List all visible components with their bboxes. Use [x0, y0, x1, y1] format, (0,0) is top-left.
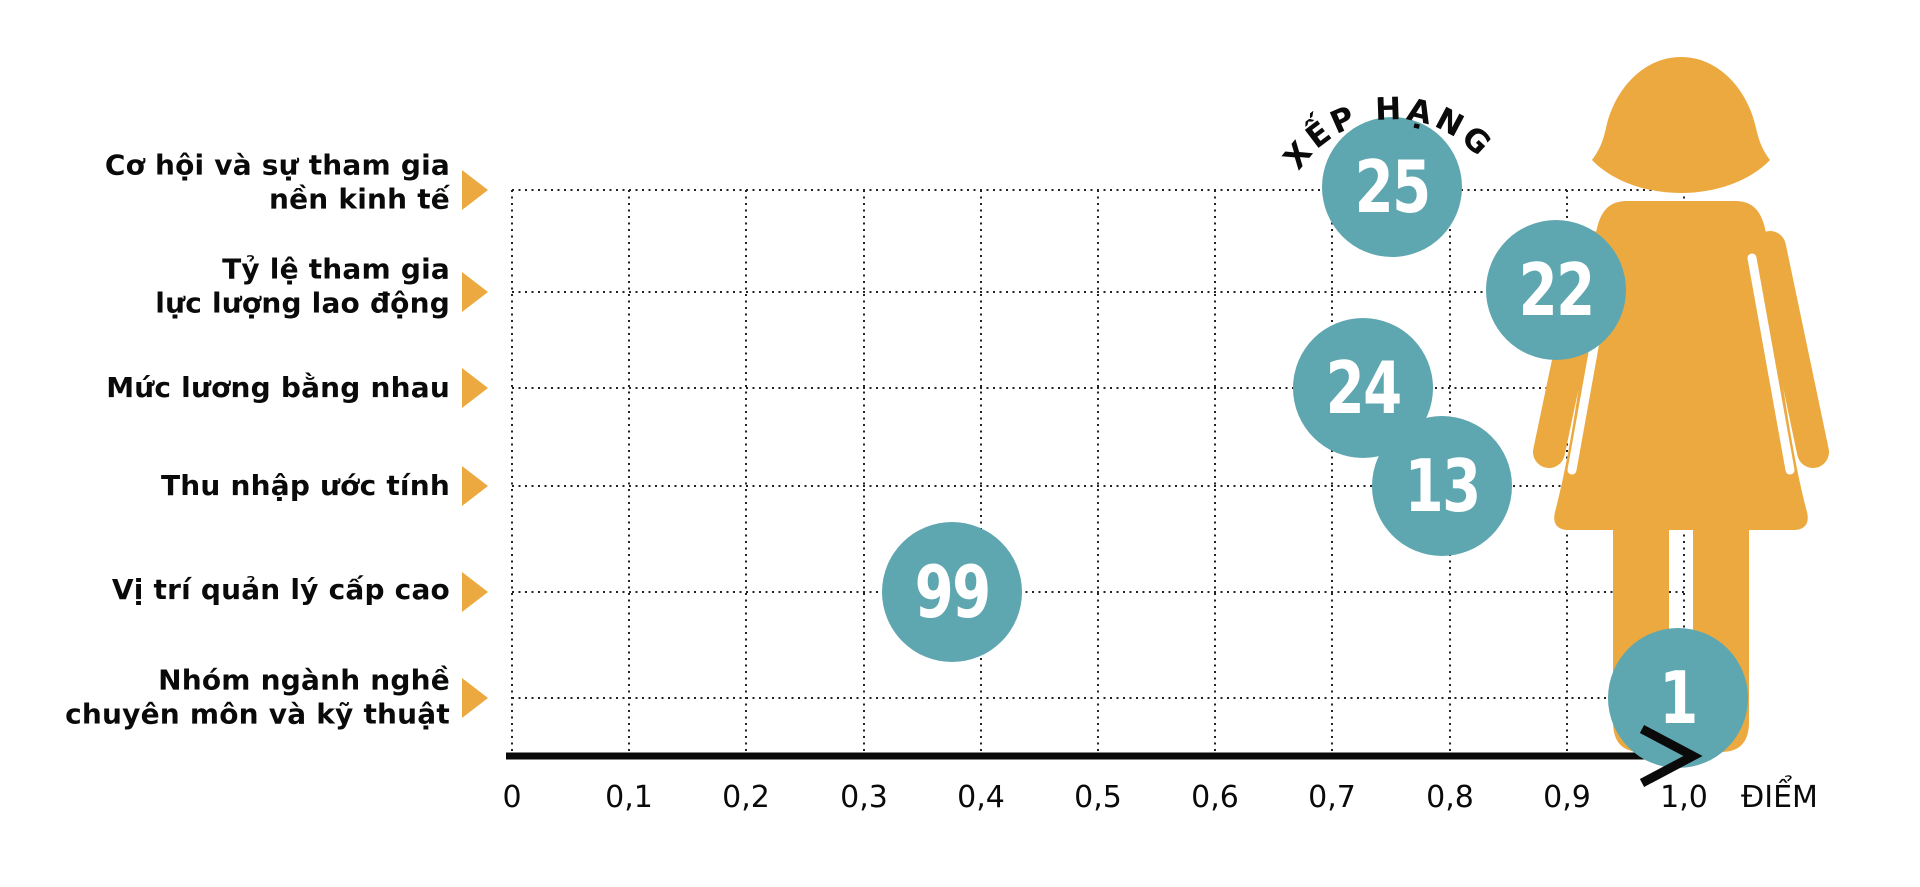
rank-value: 99: [914, 550, 991, 634]
category-arrow-icon: [462, 572, 488, 612]
category-arrow-icon: [462, 368, 488, 408]
rank-badge: 22: [1486, 220, 1626, 360]
rank-badge: 99: [882, 522, 1022, 662]
x-axis-tick: 0,6: [1191, 780, 1239, 815]
category-arrow-icon: [462, 170, 488, 210]
x-axis-tick: 0: [502, 780, 522, 815]
x-axis-unit: ĐIỂM: [1741, 780, 1818, 815]
rank-value: 22: [1518, 248, 1595, 332]
rank-badge: 1: [1608, 628, 1748, 768]
x-axis-tick: 0,4: [957, 780, 1005, 815]
rank-value: 24: [1325, 346, 1402, 430]
category-label: Vị trí quản lý cấp cao: [111, 573, 450, 607]
rank-value: 13: [1404, 444, 1481, 528]
x-axis-tick: 0,3: [840, 780, 888, 815]
rank-badge: 25: [1322, 117, 1462, 257]
category-arrow-icon: [462, 678, 488, 718]
category-arrow-icon: [462, 272, 488, 312]
x-axis-tick: 0,5: [1074, 780, 1122, 815]
category-label: Nhóm ngành nghề chuyên môn và kỹ thuật: [65, 663, 450, 730]
category-label: Tỷ lệ tham gia lực lượng lao động: [155, 252, 450, 319]
x-axis-tick: 0,9: [1543, 780, 1591, 815]
x-axis-tick: 0,7: [1308, 780, 1356, 815]
category-label: Cơ hội và sự tham gia nền kinh tế: [104, 148, 450, 215]
x-axis-tick: 1,0: [1660, 780, 1708, 815]
category-arrow-icon: [462, 466, 488, 506]
chart-grid: [511, 189, 1685, 756]
x-axis-tick: 0,8: [1426, 780, 1474, 815]
rank-value: 1: [1659, 656, 1698, 740]
x-axis-tick: 0,1: [605, 780, 653, 815]
category-label: Mức lương bằng nhau: [106, 371, 450, 405]
rank-value: 25: [1354, 145, 1431, 229]
category-label: Thu nhập ước tính: [160, 469, 450, 503]
woman-head: [1592, 57, 1770, 193]
x-axis-tick: 0,2: [722, 780, 770, 815]
rank-badge: 13: [1372, 416, 1512, 556]
